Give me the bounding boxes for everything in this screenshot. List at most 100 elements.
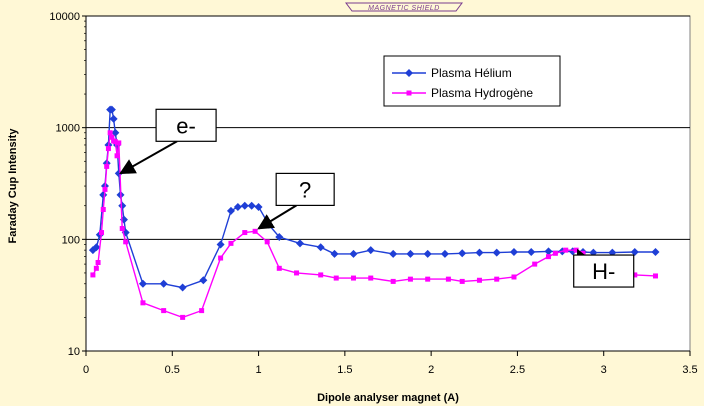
- data-point: [138, 279, 147, 288]
- data-point: [104, 163, 110, 169]
- data-point: [389, 249, 398, 258]
- data-point: [252, 228, 258, 234]
- data-point: [407, 276, 413, 282]
- data-point: [492, 248, 501, 257]
- data-point: [630, 248, 639, 257]
- data-point: [254, 202, 263, 211]
- y-tick-label: 10: [68, 346, 80, 358]
- data-point: [573, 247, 579, 253]
- x-tick-label: 3.5: [682, 364, 697, 376]
- x-tick-label: 2: [428, 364, 434, 376]
- annotation-box: [275, 172, 335, 207]
- y-axis-title: Faraday Cup Intensity: [7, 128, 19, 244]
- legend-label: Plasma Hydrogène: [431, 86, 533, 100]
- data-point: [527, 248, 536, 257]
- data-point: [93, 265, 99, 271]
- data-point: [99, 230, 105, 236]
- data-point: [180, 314, 186, 320]
- data-point: [109, 114, 118, 123]
- legend-marker: [405, 69, 413, 77]
- x-tick-label: 0.5: [165, 364, 180, 376]
- data-point: [445, 276, 451, 282]
- x-tick-label: 2.5: [510, 364, 525, 376]
- data-point: [350, 275, 356, 281]
- data-point: [494, 276, 500, 282]
- data-point: [563, 247, 569, 253]
- data-point: [333, 275, 339, 281]
- annotation: ?: [257, 172, 335, 230]
- legend-box: [383, 55, 561, 107]
- data-point: [652, 273, 658, 279]
- series-0: [88, 105, 660, 292]
- data-point: [275, 232, 284, 241]
- y-tick-label: 10000: [49, 11, 80, 23]
- data-point: [390, 278, 396, 284]
- annotation: H-: [573, 248, 635, 288]
- data-point: [545, 254, 551, 260]
- data-point: [440, 249, 449, 258]
- data-point: [349, 249, 358, 258]
- data-point: [95, 260, 101, 266]
- data-point: [218, 255, 224, 261]
- data-point: [107, 130, 113, 136]
- x-tick-label: 1: [256, 364, 262, 376]
- data-point: [140, 300, 146, 306]
- data-point: [366, 246, 375, 255]
- legend: Plasma Hélium Plasma Hydrogène: [383, 55, 561, 107]
- annotation-label: ?: [299, 177, 311, 202]
- data-point: [90, 272, 96, 278]
- annotation-arrow: [119, 140, 178, 175]
- data-point: [116, 140, 122, 146]
- data-point: [406, 249, 415, 258]
- data-point: [368, 275, 374, 281]
- data-point: [632, 272, 638, 278]
- annotation-box: [573, 254, 635, 288]
- data-point: [544, 247, 553, 256]
- data-point: [226, 206, 235, 215]
- data-point: [651, 248, 660, 257]
- legend-label: Plasma Hélium: [431, 66, 512, 80]
- data-point: [476, 277, 482, 283]
- data-point: [109, 134, 115, 140]
- data-point: [276, 265, 282, 271]
- data-point: [459, 278, 465, 284]
- data-point: [178, 283, 187, 292]
- x-axis-title: Dipole analyser magnet (A): [317, 392, 459, 404]
- logo-text: MAGNETIC SHIELD: [368, 5, 440, 12]
- data-point: [330, 249, 339, 258]
- data-point: [105, 146, 111, 152]
- data-point: [316, 243, 325, 252]
- data-point: [114, 153, 120, 159]
- logo: MAGNETIC SHIELD: [345, 2, 463, 12]
- data-point: [425, 276, 431, 282]
- data-point: [475, 248, 484, 257]
- data-point: [240, 201, 249, 210]
- data-point: [233, 202, 242, 211]
- data-point: [161, 308, 167, 314]
- data-point: [100, 206, 106, 212]
- annotation-arrow: [257, 204, 297, 230]
- data-point: [107, 105, 116, 114]
- data-point: [294, 270, 300, 276]
- data-point: [264, 239, 270, 245]
- legend-item: Plasma Hélium: [392, 66, 512, 80]
- annotation: e-: [119, 108, 217, 175]
- data-point: [423, 249, 432, 258]
- data-point: [119, 226, 125, 232]
- data-point: [112, 139, 118, 145]
- x-tick-label: 3: [601, 364, 607, 376]
- data-point: [111, 128, 120, 137]
- data-point: [552, 250, 558, 256]
- x-tick-label: 1.5: [337, 364, 352, 376]
- data-point: [92, 243, 101, 252]
- y-axis-ticks: 10 100 1000 10000: [49, 11, 690, 358]
- y-tick-label: 100: [62, 234, 80, 246]
- data-point: [102, 186, 108, 192]
- x-tick-label: 0: [83, 364, 89, 376]
- x-axis-ticks: 0 0.5 1 1.5 2 2.5 3 3.5: [83, 351, 698, 376]
- legend-item: Plasma Hydrogène: [392, 86, 533, 100]
- annotations: e-? H-: [119, 108, 635, 288]
- data-point: [159, 279, 168, 288]
- annotation-label: H-: [592, 259, 615, 284]
